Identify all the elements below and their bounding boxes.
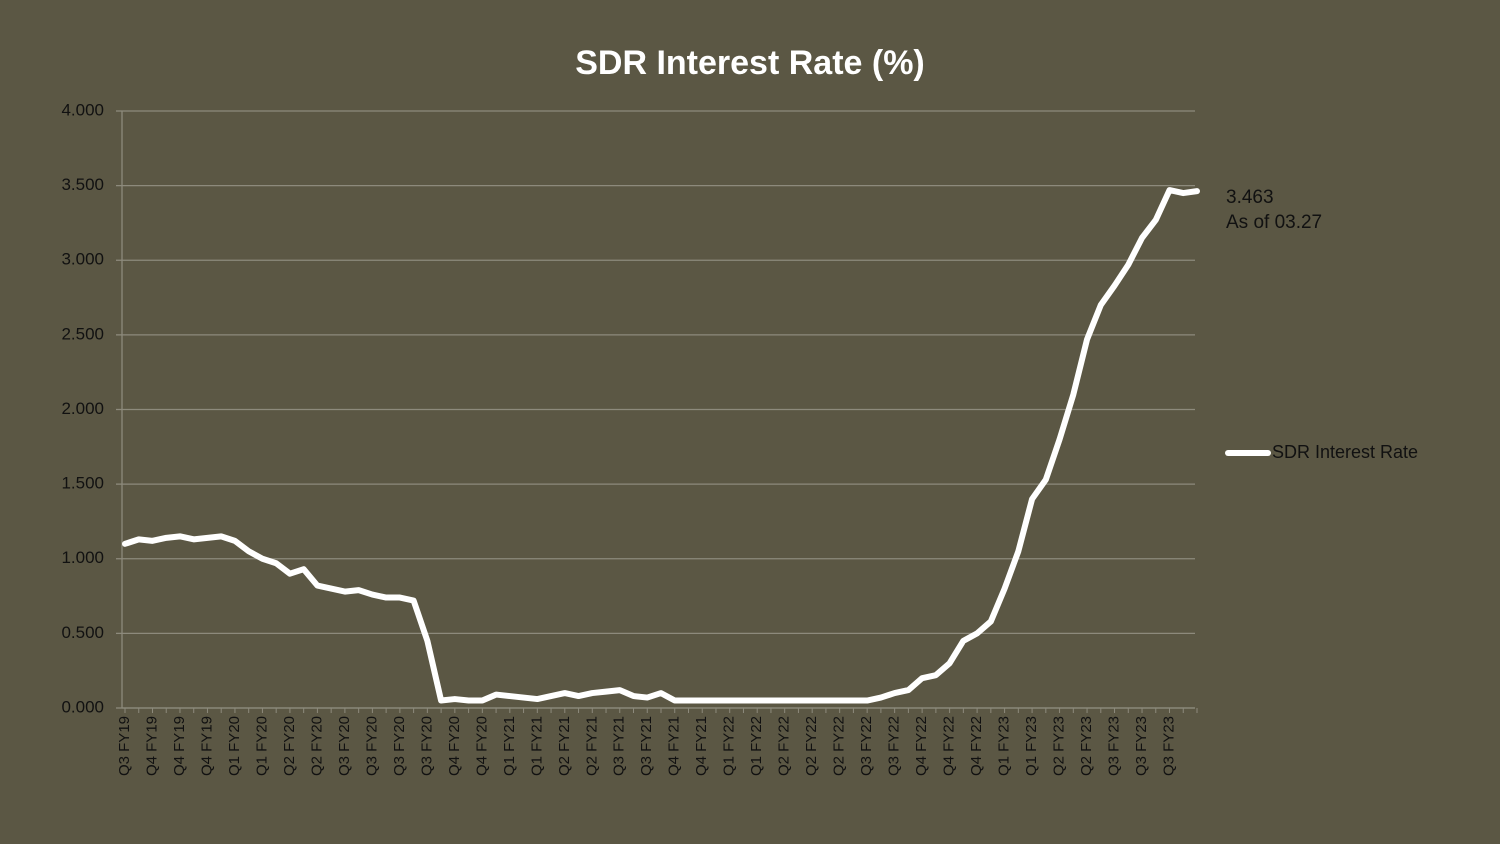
y-tick-label: 3.500 bbox=[61, 175, 104, 194]
x-tick-label: Q1 FY22 bbox=[721, 716, 738, 776]
y-tick-label: 1.500 bbox=[61, 474, 104, 493]
y-tick-label: 0.500 bbox=[61, 623, 104, 642]
x-tick-label: Q3 FY23 bbox=[1106, 716, 1123, 776]
legend-label: SDR Interest Rate bbox=[1272, 442, 1418, 462]
x-tick-label: Q1 FY21 bbox=[501, 716, 518, 776]
x-tick-label: Q2 FY23 bbox=[1051, 716, 1068, 776]
x-tick-label: Q3 FY21 bbox=[611, 716, 628, 776]
x-tick-label: Q4 FY22 bbox=[913, 716, 930, 776]
x-tick-label: Q4 FY20 bbox=[473, 716, 490, 776]
x-tick-label: Q2 FY22 bbox=[776, 716, 793, 776]
x-tick-label: Q3 FY23 bbox=[1160, 716, 1177, 776]
y-tick-label: 0.000 bbox=[61, 697, 104, 716]
x-tick-label: Q3 FY23 bbox=[1133, 716, 1150, 776]
x-tick-label: Q2 FY23 bbox=[1078, 716, 1095, 776]
x-tick-label: Q3 FY19 bbox=[116, 716, 133, 776]
data-label: 3.463 bbox=[1226, 187, 1274, 208]
x-tick-label: Q4 FY22 bbox=[968, 716, 985, 776]
x-tick-label: Q3 FY21 bbox=[638, 716, 655, 776]
annotation: As of 03.27 bbox=[1226, 212, 1322, 233]
x-tick-label: Q3 FY20 bbox=[391, 716, 408, 776]
x-tick-label: Q1 FY20 bbox=[253, 716, 270, 776]
x-tick-label: Q2 FY22 bbox=[803, 716, 820, 776]
y-tick-label: 1.000 bbox=[61, 548, 104, 567]
y-tick-label: 2.500 bbox=[61, 324, 104, 343]
x-tick-label: Q4 FY19 bbox=[198, 716, 215, 776]
x-tick-label: Q1 FY22 bbox=[748, 716, 765, 776]
x-tick-label: Q2 FY22 bbox=[831, 716, 848, 776]
x-tick-label: Q2 FY20 bbox=[281, 716, 298, 776]
y-tick-label: 2.000 bbox=[61, 399, 104, 418]
x-tick-label: Q1 FY23 bbox=[996, 716, 1013, 776]
x-tick-label: Q4 FY19 bbox=[143, 716, 160, 776]
x-tick-label: Q1 FY23 bbox=[1023, 716, 1040, 776]
y-tick-label: 3.000 bbox=[61, 250, 104, 269]
x-tick-label: Q3 FY22 bbox=[858, 716, 875, 776]
x-tick-label: Q4 FY20 bbox=[446, 716, 463, 776]
series-line bbox=[122, 187, 1200, 704]
y-tick-label: 4.000 bbox=[61, 100, 104, 119]
x-tick-label: Q3 FY20 bbox=[418, 716, 435, 776]
x-tick-label: Q4 FY21 bbox=[693, 716, 710, 776]
x-tick-label: Q3 FY20 bbox=[336, 716, 353, 776]
x-tick-label: Q2 FY21 bbox=[583, 716, 600, 776]
x-tick-label: Q2 FY20 bbox=[308, 716, 325, 776]
x-tick-label: Q4 FY22 bbox=[941, 716, 958, 776]
x-tick-label: Q1 FY21 bbox=[528, 716, 545, 776]
x-tick-label: Q4 FY19 bbox=[171, 716, 188, 776]
x-tick-label: Q3 FY22 bbox=[886, 716, 903, 776]
chart-title: SDR Interest Rate (%) bbox=[575, 44, 925, 82]
x-tick-label: Q4 FY21 bbox=[666, 716, 683, 776]
x-tick-label: Q3 FY20 bbox=[363, 716, 380, 776]
x-tick-label: Q2 FY21 bbox=[556, 716, 573, 776]
x-tick-label: Q1 FY20 bbox=[226, 716, 243, 776]
